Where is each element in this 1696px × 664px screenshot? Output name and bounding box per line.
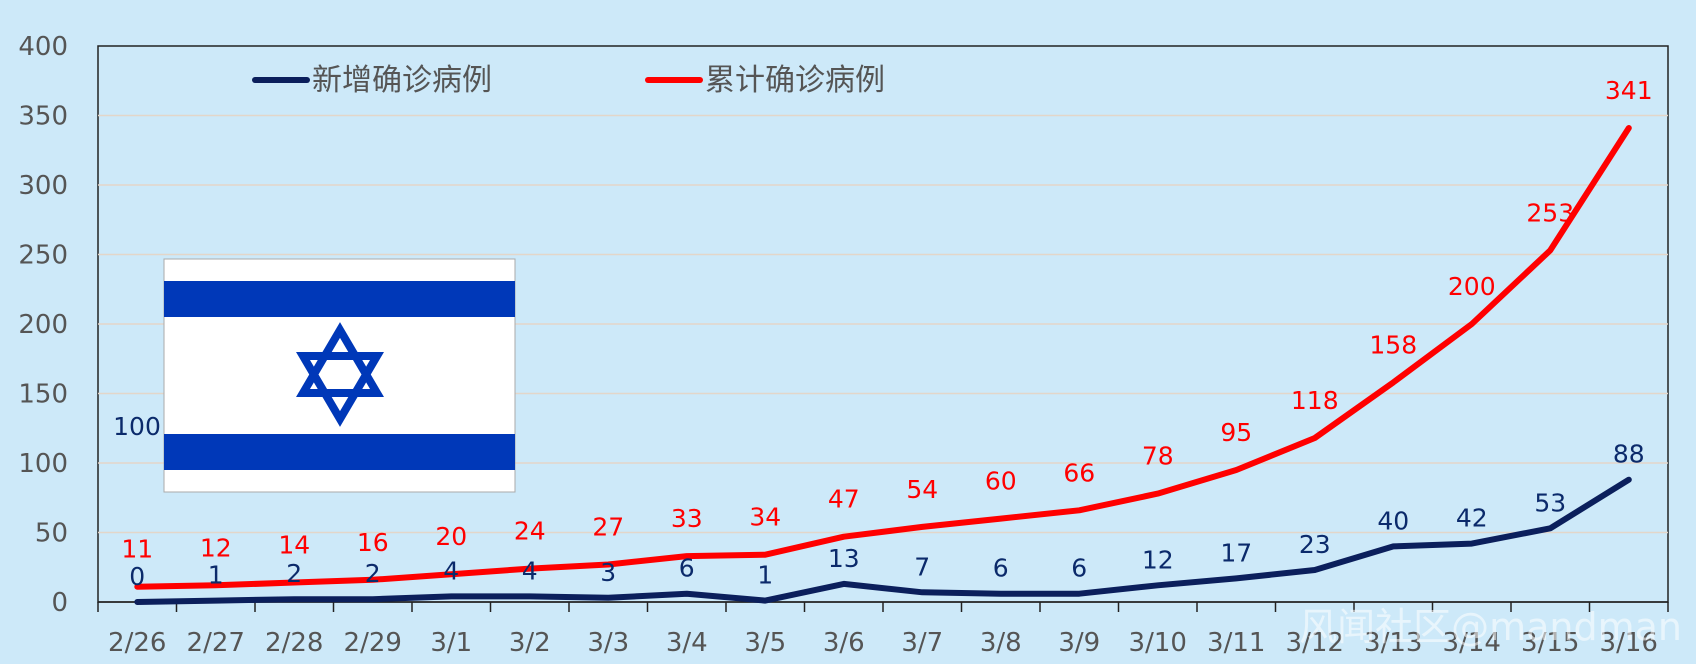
data-label-new-cases: 42: [1456, 504, 1488, 533]
data-label-new-cases: 2: [286, 559, 302, 588]
x-tick-label: 3/7: [901, 628, 943, 658]
data-label-cumulative-cases: 341: [1605, 76, 1653, 105]
series-line-new-cases: [134, 476, 1632, 605]
data-label-cumulative-cases: 47: [828, 485, 860, 514]
x-tick-label: 3/15: [1521, 628, 1579, 658]
legend-item-cumulative-cases: 累计确诊病例: [645, 63, 885, 98]
data-label-new-cases: 4: [522, 556, 538, 585]
data-label-new-cases: 88: [1613, 440, 1645, 469]
x-tick-label: 3/8: [980, 628, 1022, 658]
data-label-new-cases: 23: [1299, 530, 1331, 559]
x-tick-label: 3/2: [509, 628, 551, 658]
y-axis: 0 50 100 150 200 250 300 350 400: [18, 32, 68, 618]
watermark: 风闻社区@mandman: [1299, 605, 1682, 649]
stray-data-label: 100: [113, 412, 161, 441]
data-label-cumulative-cases: 16: [357, 528, 389, 557]
y-tick-label: 0: [51, 588, 68, 618]
data-label-cumulative-cases: 118: [1291, 386, 1339, 415]
data-label-cumulative-cases: 158: [1369, 330, 1417, 359]
y-tick-label: 300: [18, 171, 68, 201]
data-label-new-cases: 12: [1142, 545, 1174, 574]
data-label-cumulative-cases: 24: [514, 517, 546, 546]
data-label-new-cases: 2: [365, 559, 381, 588]
x-tick-label: 3/1: [430, 628, 472, 658]
data-label-new-cases: 1: [208, 561, 224, 590]
x-tick-label: 3/13: [1364, 628, 1422, 658]
data-label-cumulative-cases: 66: [1063, 458, 1095, 487]
data-label-new-cases: 40: [1377, 506, 1409, 535]
y-tick-label: 150: [18, 380, 68, 410]
y-tick-label: 350: [18, 102, 68, 132]
x-tick-label: 3/11: [1207, 628, 1265, 658]
x-tick-label: 3/5: [744, 628, 786, 658]
data-label-new-cases: 0: [129, 562, 145, 591]
data-label-cumulative-cases: 54: [906, 475, 938, 504]
series-lines: [134, 125, 1632, 605]
y-tick-label: 100: [18, 449, 68, 479]
data-label-new-cases: 1: [757, 561, 773, 590]
data-label-new-cases: 6: [993, 554, 1009, 583]
data-label-cumulative-cases: 20: [435, 522, 467, 551]
israel-flag-icon: [163, 258, 516, 493]
legend-label-cumulative-cases: 累计确诊病例: [705, 63, 885, 98]
legend: 新增确诊病例 累计确诊病例: [252, 63, 885, 98]
data-label-cumulative-cases: 78: [1142, 442, 1174, 471]
x-tick-label: 3/9: [1058, 628, 1100, 658]
data-label-cumulative-cases: 11: [121, 535, 153, 564]
data-label-cumulative-cases: 27: [592, 512, 624, 541]
x-tick-label: 2/28: [265, 628, 323, 658]
data-label-new-cases: 6: [679, 554, 695, 583]
x-axis: 2/26 2/27 2/28 2/29 3/1 3/2 3/3 3/4 3/5 3/6 3/7 3/8…: [97, 601, 1669, 658]
x-tick-label: 3/4: [666, 628, 708, 658]
x-tick-label: 3/6: [823, 628, 865, 658]
series-line-cumulative-cases: [134, 125, 1632, 590]
x-tick-label: 2/27: [187, 628, 245, 658]
data-label-cumulative-cases: 34: [749, 503, 781, 532]
y-tick-label: 250: [18, 241, 68, 271]
y-tick-label: 50: [35, 519, 68, 549]
y-tick-label: 200: [18, 310, 68, 340]
data-label-new-cases: 6: [1071, 554, 1087, 583]
x-tick-label: 3/3: [587, 628, 629, 658]
data-label-new-cases: 17: [1220, 538, 1252, 567]
x-tick-label: 3/16: [1600, 628, 1658, 658]
x-tick-label: 2/26: [108, 628, 166, 658]
data-label-new-cases: 13: [828, 544, 860, 573]
data-label-cumulative-cases: 95: [1220, 418, 1252, 447]
x-tick-label: 3/12: [1286, 628, 1344, 658]
legend-label-new-cases: 新增确诊病例: [312, 63, 492, 98]
x-tick-label: 3/14: [1443, 628, 1501, 658]
data-label-new-cases: 53: [1534, 488, 1566, 517]
data-label-cumulative-cases: 33: [671, 504, 703, 533]
data-label-cumulative-cases: 12: [200, 533, 232, 562]
data-label-cumulative-cases: 253: [1526, 198, 1574, 227]
data-label-cumulative-cases: 200: [1448, 272, 1496, 301]
data-label-new-cases: 7: [914, 552, 930, 581]
data-label-cumulative-cases: 14: [278, 531, 310, 560]
legend-item-new-cases: 新增确诊病例: [252, 63, 492, 98]
data-label-new-cases: 4: [443, 556, 459, 585]
data-label-cumulative-cases: 60: [985, 467, 1017, 496]
data-label-new-cases: 3: [600, 558, 616, 587]
y-tick-label: 400: [18, 32, 68, 62]
x-tick-label: 2/29: [344, 628, 402, 658]
x-tick-label: 3/10: [1129, 628, 1187, 658]
